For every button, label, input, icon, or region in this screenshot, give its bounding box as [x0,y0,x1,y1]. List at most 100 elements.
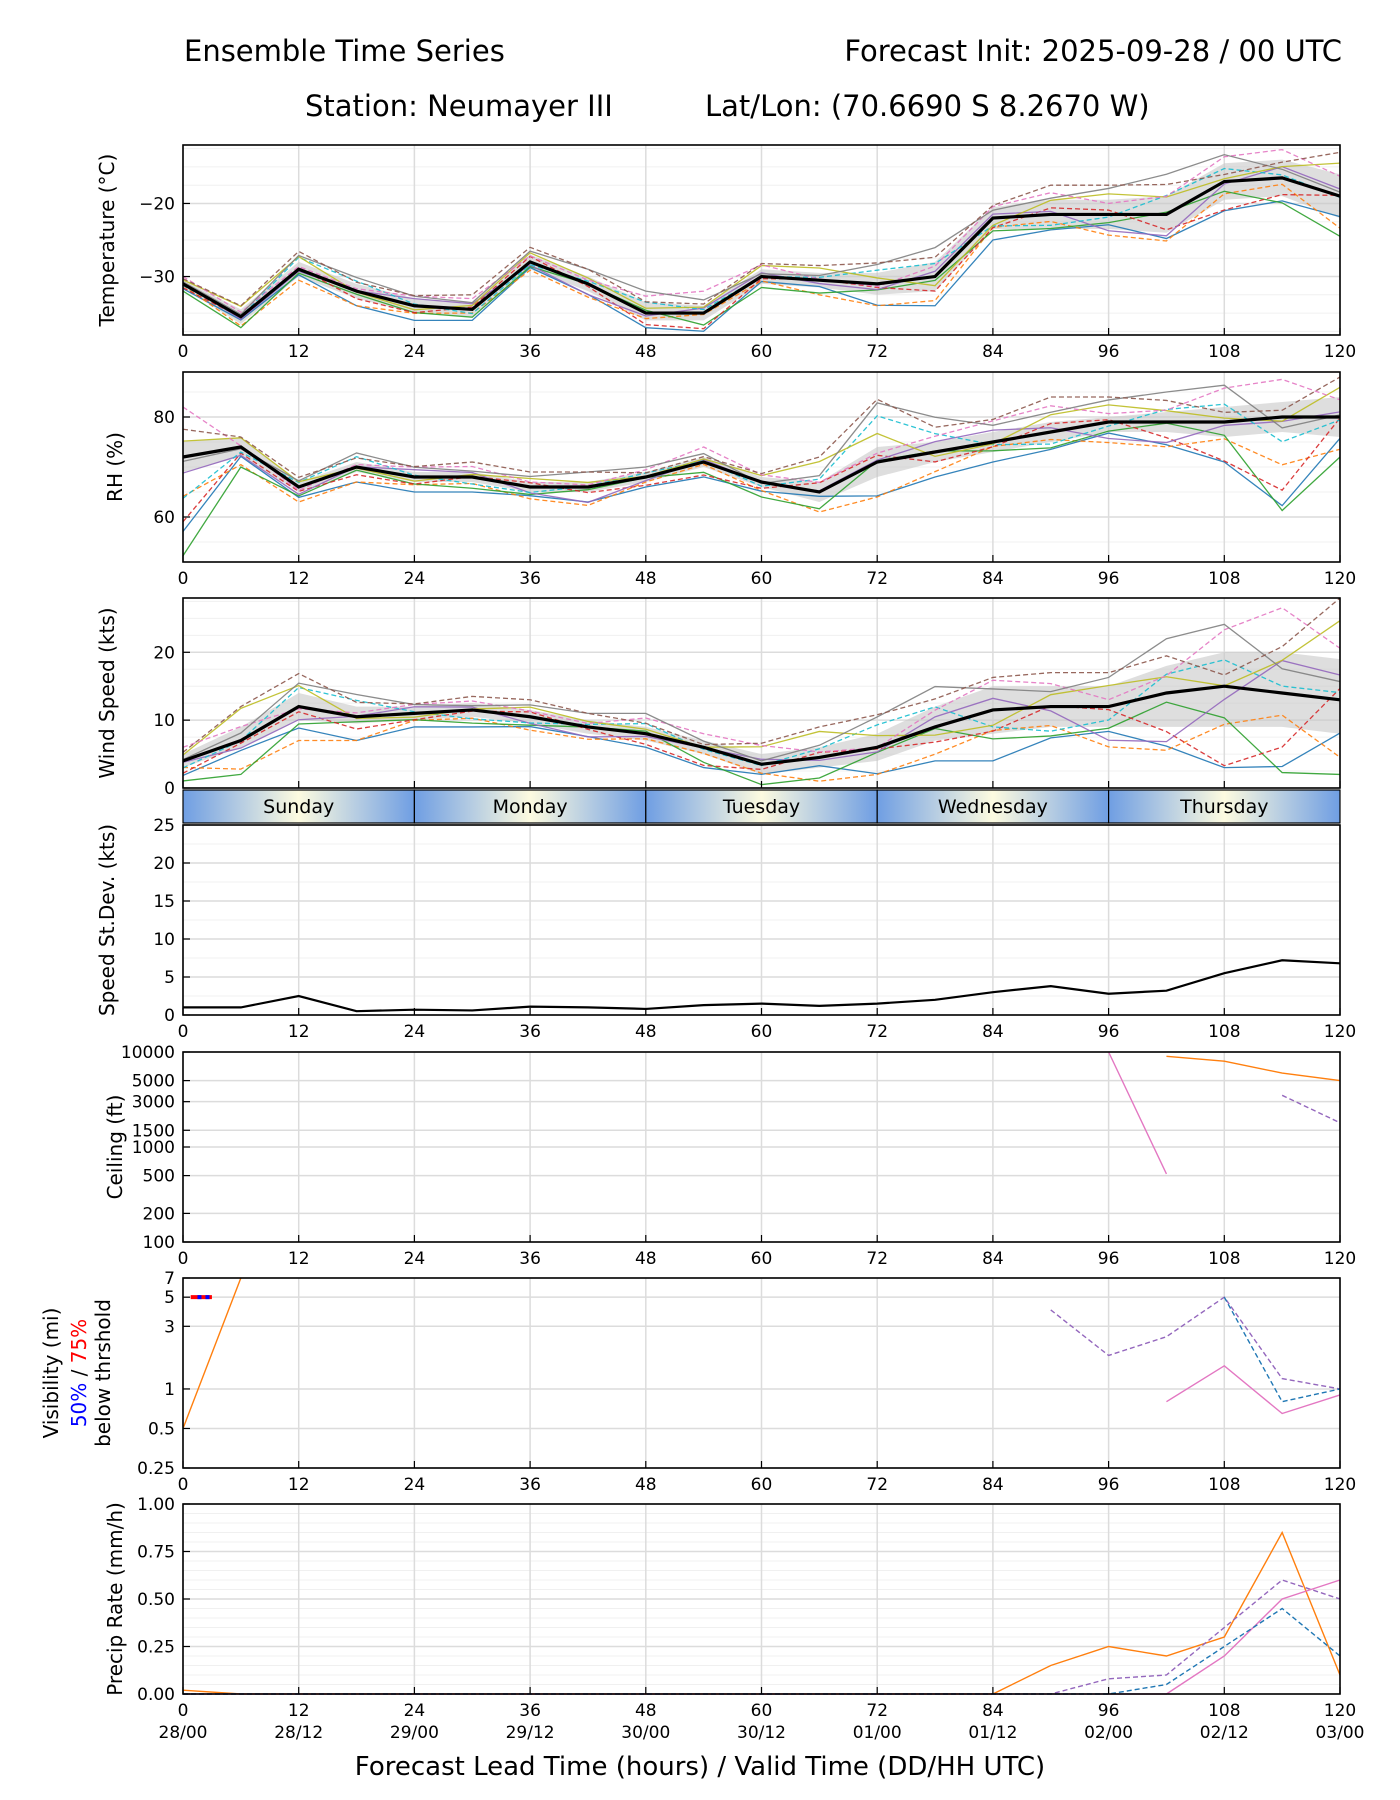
y-tick-label: 0 [164,1006,175,1026]
y-tick-label: 1 [164,1380,175,1400]
x-tick-label: 36 [519,1249,541,1269]
ensemble-member-line [182,162,1341,311]
x-tick-label: 36 [519,1701,541,1721]
day-band: Sunday Monday Tuesday Wednesday Thursday [182,789,1341,824]
x-tick-label: 12 [288,1249,310,1269]
ensemble-member-line [182,376,1341,479]
x-tick-label: 36 [519,569,541,589]
y-tick-label: 3 [164,1317,175,1337]
x-tick-label: 108 [1208,569,1240,589]
y-tick-label: 0.25 [137,1459,175,1479]
panel-ceiling: 0 12 24 36 48 60 72 84 96 108 120 100 200 500 10001500… [103,1043,1356,1269]
ceiling-series-line [1281,1094,1341,1124]
figure-title: Ensemble Time Series [184,34,505,68]
panel-precip: 0 12 24 36 48 60 72 84 96 108 120 0.00 0.25 0.50 0.75 1… [103,1495,1365,1743]
ensemble-member-line [182,688,1341,774]
day-cell [182,789,415,824]
x-tick-label: 24 [404,1475,426,1495]
ensemble-member-line [182,403,1341,499]
valid-time-label: 01/12 [968,1723,1017,1743]
y-tick-label: 5000 [132,1072,175,1092]
x-tick-label: 60 [751,569,773,589]
x-tick-label: 84 [982,1022,1004,1042]
x-tick-label: 48 [635,1475,657,1495]
x-tick-label: 12 [288,342,310,362]
x-tick-label: 84 [982,1475,1004,1495]
valid-time-label: 02/00 [1084,1723,1133,1743]
y-tick-label: 80 [153,408,175,428]
valid-time-label: 03/00 [1316,1723,1365,1743]
day-cell [876,789,1110,824]
x-tick-label: 120 [1324,1701,1356,1721]
x-tick-label: 96 [1098,1249,1120,1269]
ensemble-member-line [182,193,1341,330]
threshold-75-label: 75% [67,1319,91,1363]
y-axis-label: RH (%) [103,432,127,502]
valid-time-label: 29/00 [390,1723,439,1743]
x-tick-label: 48 [635,342,657,362]
x-tick-label: 120 [1324,1022,1356,1042]
ensemble-member-line [182,438,1341,513]
x-tick-label: 108 [1208,1475,1240,1495]
x-tick-label: 96 [1098,1022,1120,1042]
valid-time-label: 01/00 [853,1723,902,1743]
x-tick-label: 84 [982,569,1004,589]
day-label: Wednesday [938,796,1048,818]
x-tick-label: 108 [1208,1249,1240,1269]
y-tick-label: 60 [153,508,175,528]
threshold-separator: / [67,1363,91,1382]
panel-wind: 0 10 20 Wind Speed (kts) [95,597,1341,799]
y-tick-label: 0.00 [137,1685,175,1705]
ensemble-mean-line [182,415,1340,494]
x-tick-label: 60 [751,342,773,362]
ensemble-member-line [182,148,1341,314]
x-tick-label: 0 [178,569,189,589]
x-tick-label: 36 [519,1475,541,1495]
x-tick-label: 12 [288,1475,310,1495]
ensemble-mean-line [182,684,1341,766]
ceiling-series-line [1107,1051,1168,1175]
stdev-series-line [183,959,1341,1013]
x-tick-label: 108 [1208,1701,1240,1721]
y-axis-label-below: below thrshold [91,1299,115,1447]
ensemble-member-line [182,422,1341,557]
y-tick-label: 25 [153,816,175,836]
panel-rh: 0 12 24 36 48 60 72 84 96 108 120 60 80 RH (%) [103,371,1356,589]
y-tick-label: 3000 [132,1093,175,1113]
y-tick-label: 1500 [132,1121,175,1141]
x-tick-label: 60 [751,1701,773,1721]
y-tick-label: 5 [164,968,175,988]
x-tick-label: 12 [288,1022,310,1042]
ensemble-member-line [182,714,1341,782]
ensemble-member-line [182,620,1341,756]
forecast-init: Forecast Init: 2025-09-28 / 00 UTC [844,34,1342,68]
x-tick-label: 120 [1324,1249,1356,1269]
y-tick-label: 20 [153,643,175,663]
day-label: Monday [493,796,568,818]
valid-time-label: 28/00 [159,1723,208,1743]
valid-time-label: 02/12 [1200,1723,1249,1743]
x-tick-label: 120 [1324,342,1356,362]
x-tick-label: 96 [1098,569,1120,589]
x-tick-label: 0 [178,1701,189,1721]
ensemble-member-line [182,623,1341,762]
ceiling-series-line [1166,1055,1341,1082]
y-axis-label: Visibility (mi) [39,1308,63,1439]
x-tick-label: 72 [866,342,888,362]
x-tick-label: 72 [866,1701,888,1721]
y-axis-label: Temperature (°C) [95,154,119,328]
x-tick-label: 84 [982,342,1004,362]
x-tick-label: 24 [404,569,426,589]
x-tick-label: 120 [1324,1475,1356,1495]
x-tick-label: 96 [1098,342,1120,362]
x-axis-label: Forecast Lead Time (hours) / Valid Time … [354,1752,1046,1782]
visibility-series-line [182,1277,242,1429]
panel-temperature: 0 12 24 36 48 60 72 84 96 108 120 −30 −20 Temperature… [95,144,1356,362]
x-tick-label: 48 [635,1022,657,1042]
ensemble-member-line [182,165,1341,320]
x-tick-label: 0 [178,1249,189,1269]
ensemble-member-line [182,183,1341,327]
x-tick-label: 72 [866,1022,888,1042]
y-tick-label: 0.5 [148,1419,175,1439]
